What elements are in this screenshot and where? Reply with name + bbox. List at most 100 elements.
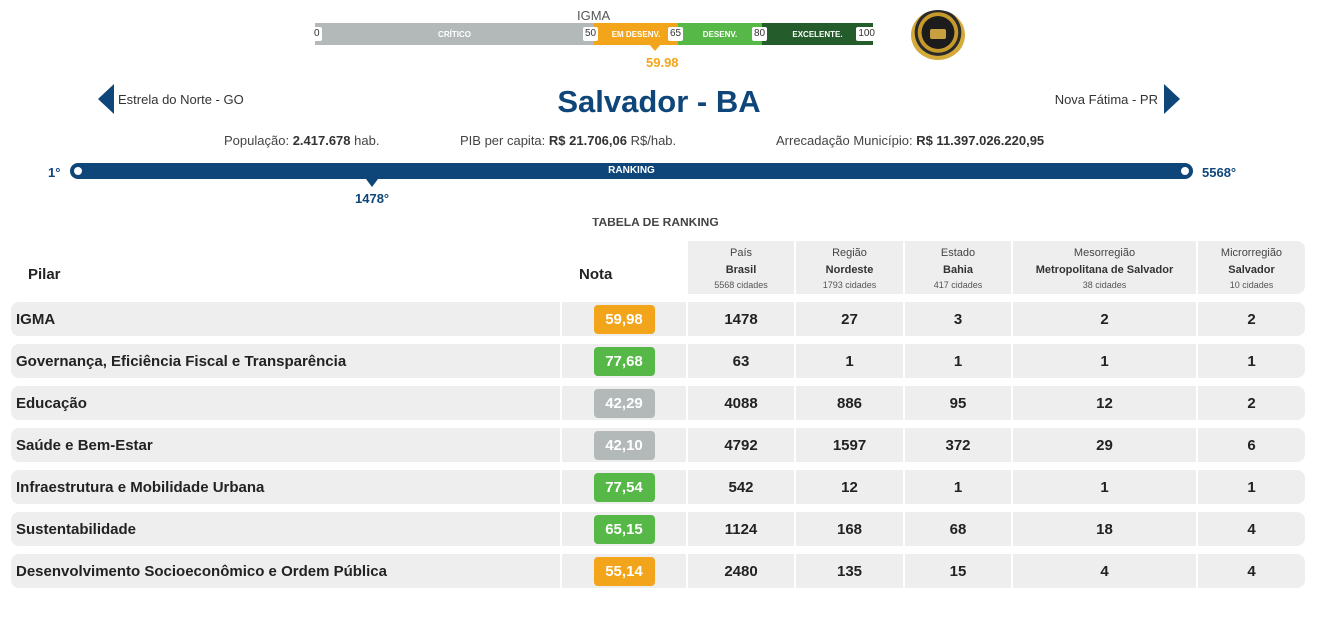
nota-cell: 42,10	[562, 428, 686, 462]
rank-cell: 1597	[796, 428, 903, 462]
gauge-tick: 65	[668, 27, 684, 41]
nota-badge: 77,68	[593, 346, 655, 376]
ranking-min: 1°	[48, 165, 61, 180]
rank-cell: 68	[905, 512, 1011, 546]
gauge-title: IGMA	[577, 8, 611, 23]
table-row: Educação 42,29 4088 886 95 12 2	[11, 386, 1305, 420]
prev-city-label[interactable]: Estrela do Norte - GO	[118, 91, 244, 107]
column-header-microrregiao: Microrregião Salvador 10 cidades	[1198, 241, 1305, 294]
pilar-name: Educação	[11, 386, 560, 420]
rank-cell: 2	[1013, 302, 1196, 336]
population-stat: População: 2.417.678 hab.	[224, 133, 380, 148]
rank-cell: 372	[905, 428, 1011, 462]
rank-cell: 29	[1013, 428, 1196, 462]
ranking-end-dot	[1179, 165, 1191, 177]
rank-cell: 1	[1198, 344, 1305, 378]
rank-cell: 135	[796, 554, 903, 588]
rank-cell: 6	[1198, 428, 1305, 462]
table-caption: TABELA DE RANKING	[592, 218, 719, 228]
pilar-name: Infraestrutura e Mobilidade Urbana	[11, 470, 560, 504]
table-row: Infraestrutura e Mobilidade Urbana 77,54 5…	[11, 470, 1305, 504]
table-row: IGMA 59,98 1478 27 3 2 2	[11, 302, 1305, 336]
nota-cell: 55,14	[562, 554, 686, 588]
gauge-tick: 80	[752, 27, 768, 41]
rank-cell: 1478	[688, 302, 794, 336]
gauge-segment-desenv: DESENV.	[678, 23, 762, 45]
table-row: Saúde e Bem-Estar 42,10 4792 1597 372 29 6	[11, 428, 1305, 462]
nota-badge: 65,15	[593, 514, 655, 544]
pilar-name: Desenvolvimento Socioeconômico e Ordem P…	[11, 554, 560, 588]
page-title: Salvador - BA	[557, 84, 761, 119]
arrow-left-icon[interactable]	[98, 84, 114, 114]
rank-cell: 3	[905, 302, 1011, 336]
ranking-start-dot	[72, 165, 84, 177]
nota-cell: 59,98	[562, 302, 686, 336]
rank-cell: 1	[796, 344, 903, 378]
nota-badge: 55,14	[593, 556, 655, 586]
ranking-position: 1478°	[355, 191, 390, 206]
rank-cell: 4088	[688, 386, 794, 420]
rank-cell: 1	[1013, 344, 1196, 378]
prev-city-link[interactable]: Estrela do Norte - GO	[98, 84, 244, 114]
ranking-label: RANKING	[608, 165, 655, 176]
rank-cell: 1	[1198, 470, 1305, 504]
gold-seal-icon	[911, 10, 965, 60]
rank-cell: 27	[796, 302, 903, 336]
rank-cell: 63	[688, 344, 794, 378]
table-row: Sustentabilidade 65,15 1124 168 68 18 4	[11, 512, 1305, 546]
column-header-pais: País Brasil 5568 cidades	[688, 241, 794, 294]
gauge-segment-excelente: EXCELENTE.	[762, 23, 873, 45]
gauge-tick: 100	[856, 27, 877, 41]
gauge-pointer-icon	[649, 44, 661, 51]
nota-cell: 77,54	[562, 470, 686, 504]
rank-cell: 1	[1013, 470, 1196, 504]
gauge-value: 59.98	[646, 55, 679, 70]
rank-cell: 4792	[688, 428, 794, 462]
pilar-name: Sustentabilidade	[11, 512, 560, 546]
rank-cell: 542	[688, 470, 794, 504]
rank-cell: 18	[1013, 512, 1196, 546]
table-row: Desenvolvimento Socioeconômico e Ordem P…	[11, 554, 1305, 588]
next-city-link[interactable]: Nova Fátima - PR	[1055, 84, 1180, 114]
ranking-pointer-icon	[366, 179, 378, 187]
nota-badge: 42,10	[593, 430, 655, 460]
gauge-tick: 50	[583, 27, 599, 41]
pilar-name: Saúde e Bem-Estar	[11, 428, 560, 462]
rank-cell: 4	[1198, 554, 1305, 588]
column-header-mesorregiao: Mesorregião Metropolitana de Salvador 38 c…	[1013, 241, 1196, 294]
nota-cell: 77,68	[562, 344, 686, 378]
gauge-tick: 0	[312, 27, 322, 41]
ranking-max: 5568°	[1202, 165, 1237, 180]
arrow-right-icon[interactable]	[1164, 84, 1180, 114]
column-header-estado: Estado Bahia 417 cidades	[905, 241, 1011, 294]
nota-cell: 42,29	[562, 386, 686, 420]
nota-header: Nota	[579, 266, 613, 283]
rank-cell: 95	[905, 386, 1011, 420]
rank-cell: 1	[905, 470, 1011, 504]
nota-badge: 59,98	[593, 304, 655, 334]
rank-cell: 1	[905, 344, 1011, 378]
gauge-segment-em-desenv: EM DESENV.	[594, 23, 678, 45]
arrecadacao-stat: Arrecadação Município: R$ 11.397.026.220…	[776, 133, 1045, 148]
rank-cell: 12	[1013, 386, 1196, 420]
ranking-bar: RANKING	[70, 163, 1193, 179]
igma-gauge: CRÍTICO EM DESENV. DESENV. EXCELENTE. 0 …	[312, 23, 877, 45]
table-row: Governança, Eficiência Fiscal e Transpar…	[11, 344, 1305, 378]
pilar-name: IGMA	[11, 302, 560, 336]
rank-cell: 15	[905, 554, 1011, 588]
pilar-name: Governança, Eficiência Fiscal e Transpar…	[11, 344, 560, 378]
rank-cell: 4	[1013, 554, 1196, 588]
column-header-regiao: Região Nordeste 1793 cidades	[796, 241, 903, 294]
rank-cell: 12	[796, 470, 903, 504]
next-city-label[interactable]: Nova Fátima - PR	[1054, 91, 1158, 107]
nota-cell: 65,15	[562, 512, 686, 546]
rank-cell: 2480	[688, 554, 794, 588]
rank-cell: 1124	[688, 512, 794, 546]
rank-cell: 168	[796, 512, 903, 546]
rank-cell: 2	[1198, 302, 1305, 336]
gauge-segment-critico: CRÍTICO	[315, 23, 594, 45]
nota-badge: 42,29	[593, 388, 655, 418]
nota-badge: 77,54	[593, 472, 655, 502]
rank-cell: 886	[796, 386, 903, 420]
rank-cell: 4	[1198, 512, 1305, 546]
